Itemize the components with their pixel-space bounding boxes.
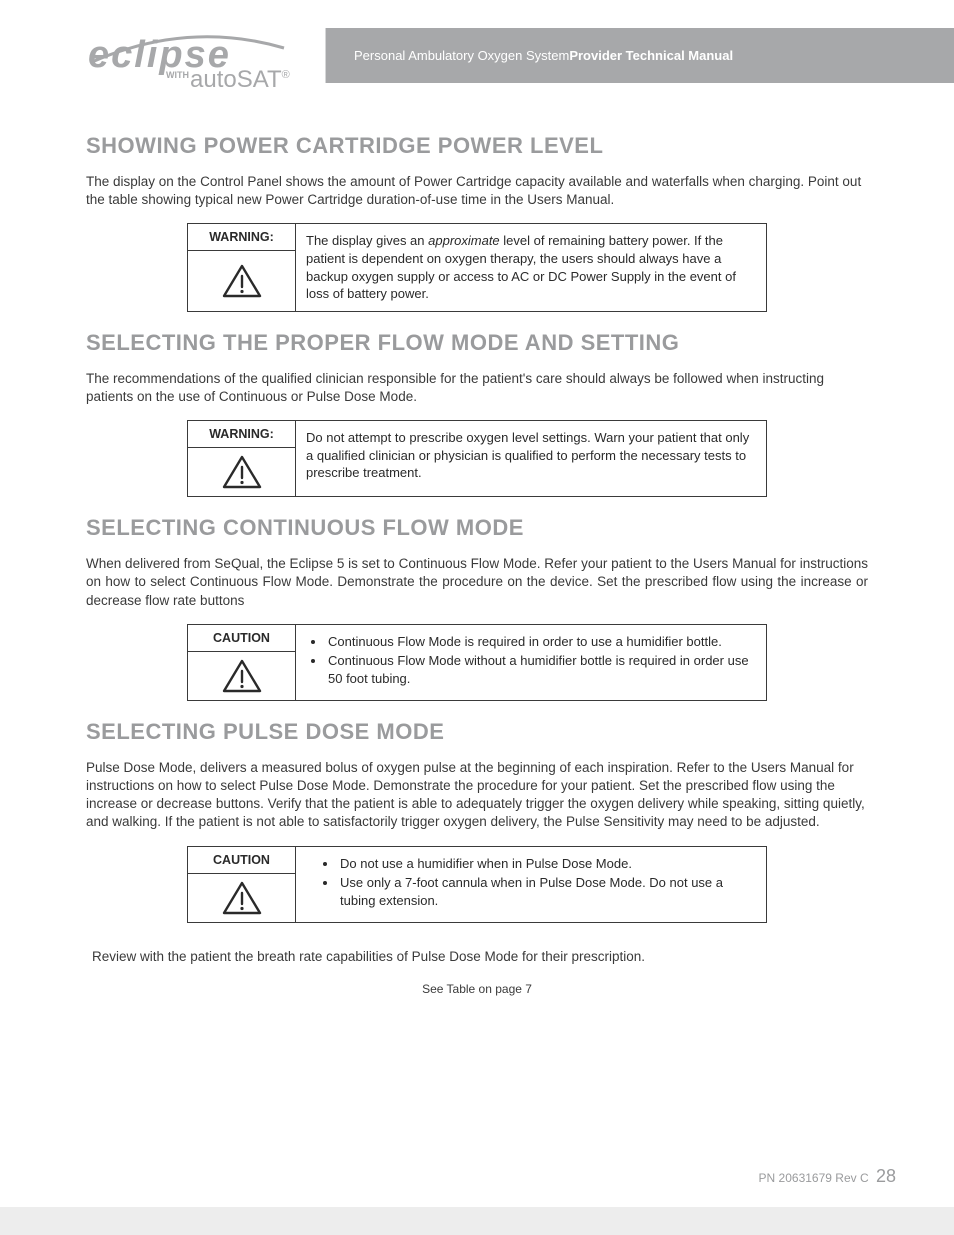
c1-em: approximate (428, 233, 500, 248)
see-table-line: See Table on page 7 (86, 982, 868, 996)
callout-label-col: CAUTION (188, 625, 296, 700)
callout-label-col: CAUTION (188, 847, 296, 922)
callout-label: WARNING: (188, 421, 295, 448)
callout-bullet: Continuous Flow Mode is required in orde… (326, 633, 756, 651)
callout-text: The display gives an approximate level o… (296, 224, 766, 310)
section-body-power-level: The display on the Control Panel shows t… (86, 173, 868, 209)
callout-label-col: WARNING: (188, 421, 296, 496)
warning-icon (188, 652, 295, 700)
callout-list: Continuous Flow Mode is required in orde… (306, 633, 756, 688)
callout-text: Do not attempt to prescribe oxygen level… (296, 421, 766, 496)
callout-text: Continuous Flow Mode is required in orde… (296, 625, 766, 700)
callout-label: WARNING: (188, 224, 295, 251)
callout-warning-battery: WARNING: The display gives an approximat… (187, 223, 767, 311)
callout-caution-pulse: CAUTION Do not use a humidifier when in … (187, 846, 767, 923)
header-bold: Provider Technical Manual (569, 48, 733, 63)
section-body-pulse: Pulse Dose Mode, delivers a measured bol… (86, 759, 868, 832)
section-body-continuous: When delivered from SeQual, the Eclipse … (86, 555, 868, 610)
content: SHOWING POWER CARTRIDGE POWER LEVEL The … (0, 133, 954, 996)
callout-text: Do not use a humidifier when in Pulse Do… (296, 847, 766, 922)
review-line: Review with the patient the breath rate … (92, 949, 868, 964)
header-band: Personal Ambulatory Oxygen System Provid… (325, 28, 954, 83)
header-thin: Personal Ambulatory Oxygen System (354, 48, 569, 63)
page: eclipse WITHautoSAT® Personal Ambulatory… (0, 0, 954, 1235)
section-title-flow-setting: SELECTING THE PROPER FLOW MODE AND SETTI… (86, 330, 868, 356)
callout-bullet: Do not use a humidifier when in Pulse Do… (338, 855, 756, 873)
callout-label-col: WARNING: (188, 224, 296, 310)
footer-pn: PN 20631679 Rev C (759, 1171, 869, 1185)
logo-brand-text: eclipse (88, 36, 298, 74)
warning-icon (188, 251, 295, 310)
callout-label: CAUTION (188, 847, 295, 874)
callout-list: Do not use a humidifier when in Pulse Do… (306, 855, 756, 910)
warning-icon (188, 448, 295, 496)
brand-logo: eclipse WITHautoSAT® (88, 36, 298, 92)
section-title-power-level: SHOWING POWER CARTRIDGE POWER LEVEL (86, 133, 868, 159)
section-body-flow-setting: The recommendations of the qualified cli… (86, 370, 868, 406)
header-divider (325, 28, 326, 83)
warning-icon (188, 874, 295, 922)
callout-label: CAUTION (188, 625, 295, 652)
bottom-strip (0, 1207, 954, 1235)
callout-warning-prescribe: WARNING: Do not attempt to prescribe oxy… (187, 420, 767, 497)
footer: PN 20631679 Rev C 28 (759, 1166, 896, 1187)
callout-bullet: Continuous Flow Mode without a humidifie… (326, 652, 756, 687)
c1-pre: The display gives an (306, 233, 428, 248)
callout-caution-continuous: CAUTION Continuous Flow Mode is required… (187, 624, 767, 701)
section-title-continuous: SELECTING CONTINUOUS FLOW MODE (86, 515, 868, 541)
footer-page-number: 28 (876, 1166, 896, 1186)
callout-bullet: Use only a 7-foot cannula when in Pulse … (338, 874, 756, 909)
section-title-pulse: SELECTING PULSE DOSE MODE (86, 719, 868, 745)
